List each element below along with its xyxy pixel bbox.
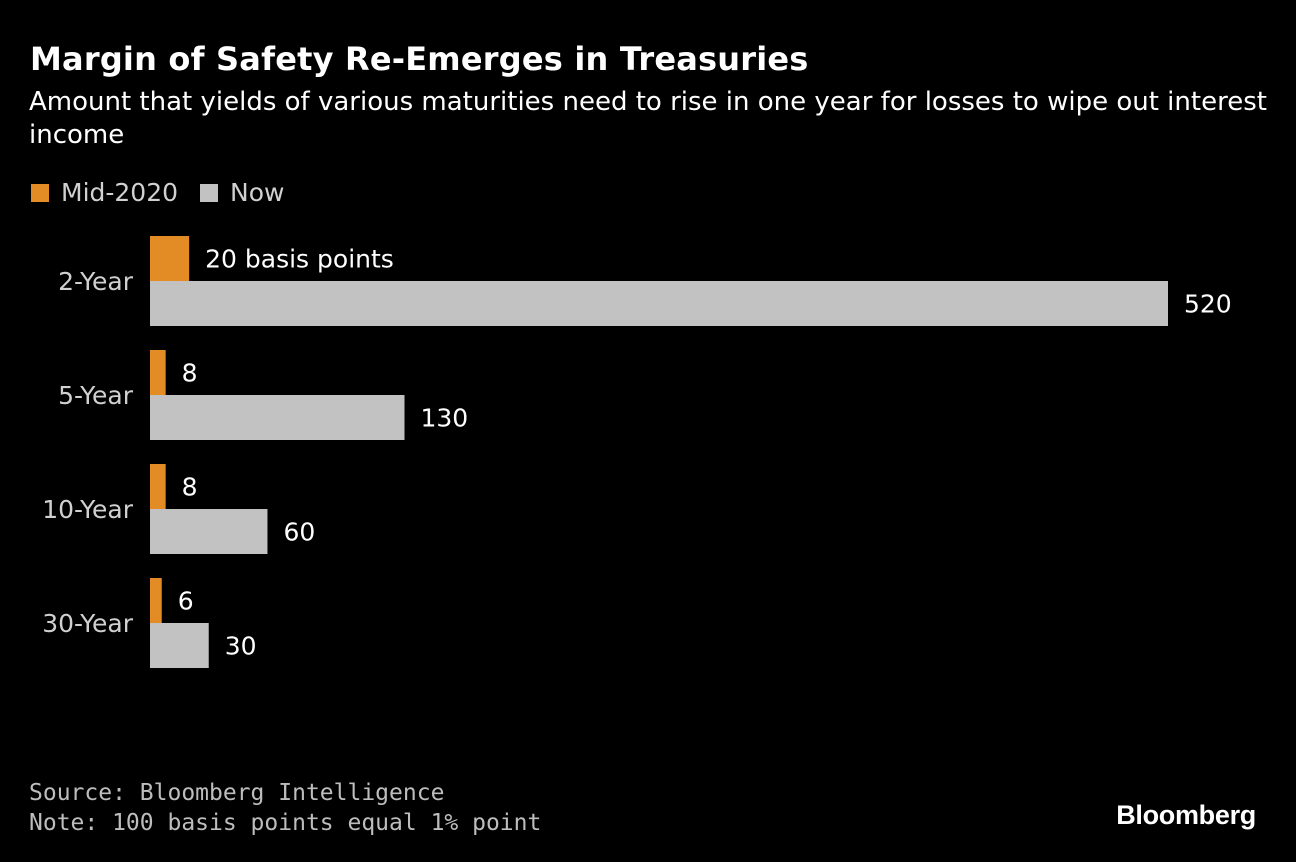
bar-mid-2020-10-year bbox=[150, 464, 166, 509]
legend-swatch-now bbox=[200, 183, 219, 202]
category-label-10-year: 10-Year bbox=[42, 495, 134, 524]
bar-mid-2020-2-year bbox=[150, 236, 190, 281]
data-label-mid-2020-30-year: 6 bbox=[178, 587, 194, 616]
footer-notes: Source: Bloomberg Intelligence Note: 100… bbox=[29, 778, 541, 838]
legend-label-now: Now bbox=[230, 178, 285, 207]
data-label-now-5-year: 130 bbox=[421, 404, 469, 433]
source-note: Source: Bloomberg Intelligence bbox=[29, 780, 445, 806]
legend: Mid-2020 Now bbox=[31, 178, 306, 207]
bar-now-2-year bbox=[150, 281, 1168, 326]
chart-title: Margin of Safety Re-Emerges in Treasurie… bbox=[30, 40, 809, 78]
category-label-30-year: 30-Year bbox=[42, 609, 134, 638]
bar-now-30-year bbox=[150, 623, 209, 668]
legend-item-now: Now bbox=[200, 178, 284, 207]
data-label-mid-2020-2-year: 20 basis points bbox=[205, 245, 394, 274]
bar-mid-2020-30-year bbox=[150, 578, 162, 623]
data-label-mid-2020-5-year: 8 bbox=[182, 359, 198, 388]
data-label-mid-2020-10-year: 8 bbox=[182, 473, 198, 502]
legend-swatch-mid-2020 bbox=[31, 183, 49, 202]
legend-label-mid-2020: Mid-2020 bbox=[61, 178, 179, 207]
data-label-now-2-year: 520 bbox=[1184, 290, 1232, 319]
category-label-2-year: 2-Year bbox=[58, 267, 134, 296]
units-note: Note: 100 basis points equal 1% point bbox=[29, 810, 542, 836]
bar-now-5-year bbox=[150, 395, 405, 440]
bar-mid-2020-5-year bbox=[150, 350, 166, 395]
bloomberg-logo: Bloomberg bbox=[1116, 800, 1256, 830]
category-label-5-year: 5-Year bbox=[58, 381, 134, 410]
data-label-now-30-year: 30 bbox=[225, 632, 257, 661]
legend-item-mid-2020: Mid-2020 bbox=[31, 178, 178, 207]
bar-now-10-year bbox=[150, 509, 268, 554]
data-label-now-10-year: 60 bbox=[283, 518, 315, 547]
chart-subtitle: Amount that yields of various maturities… bbox=[29, 87, 1267, 150]
